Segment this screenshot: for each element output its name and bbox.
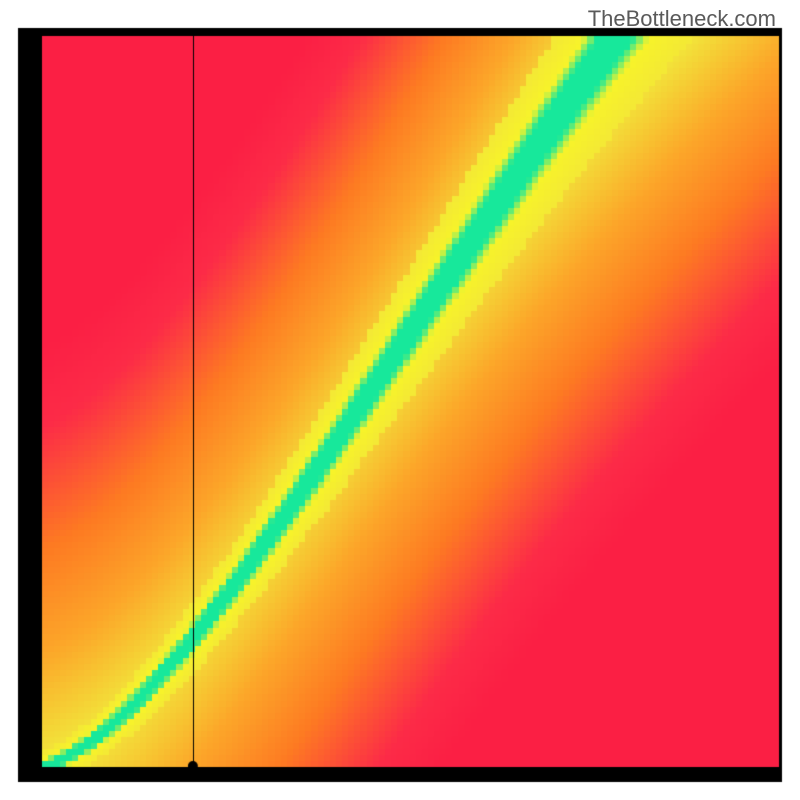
chart-container: TheBottleneck.com (0, 0, 800, 800)
heatmap-canvas (0, 0, 800, 800)
watermark-text: TheBottleneck.com (588, 6, 776, 32)
